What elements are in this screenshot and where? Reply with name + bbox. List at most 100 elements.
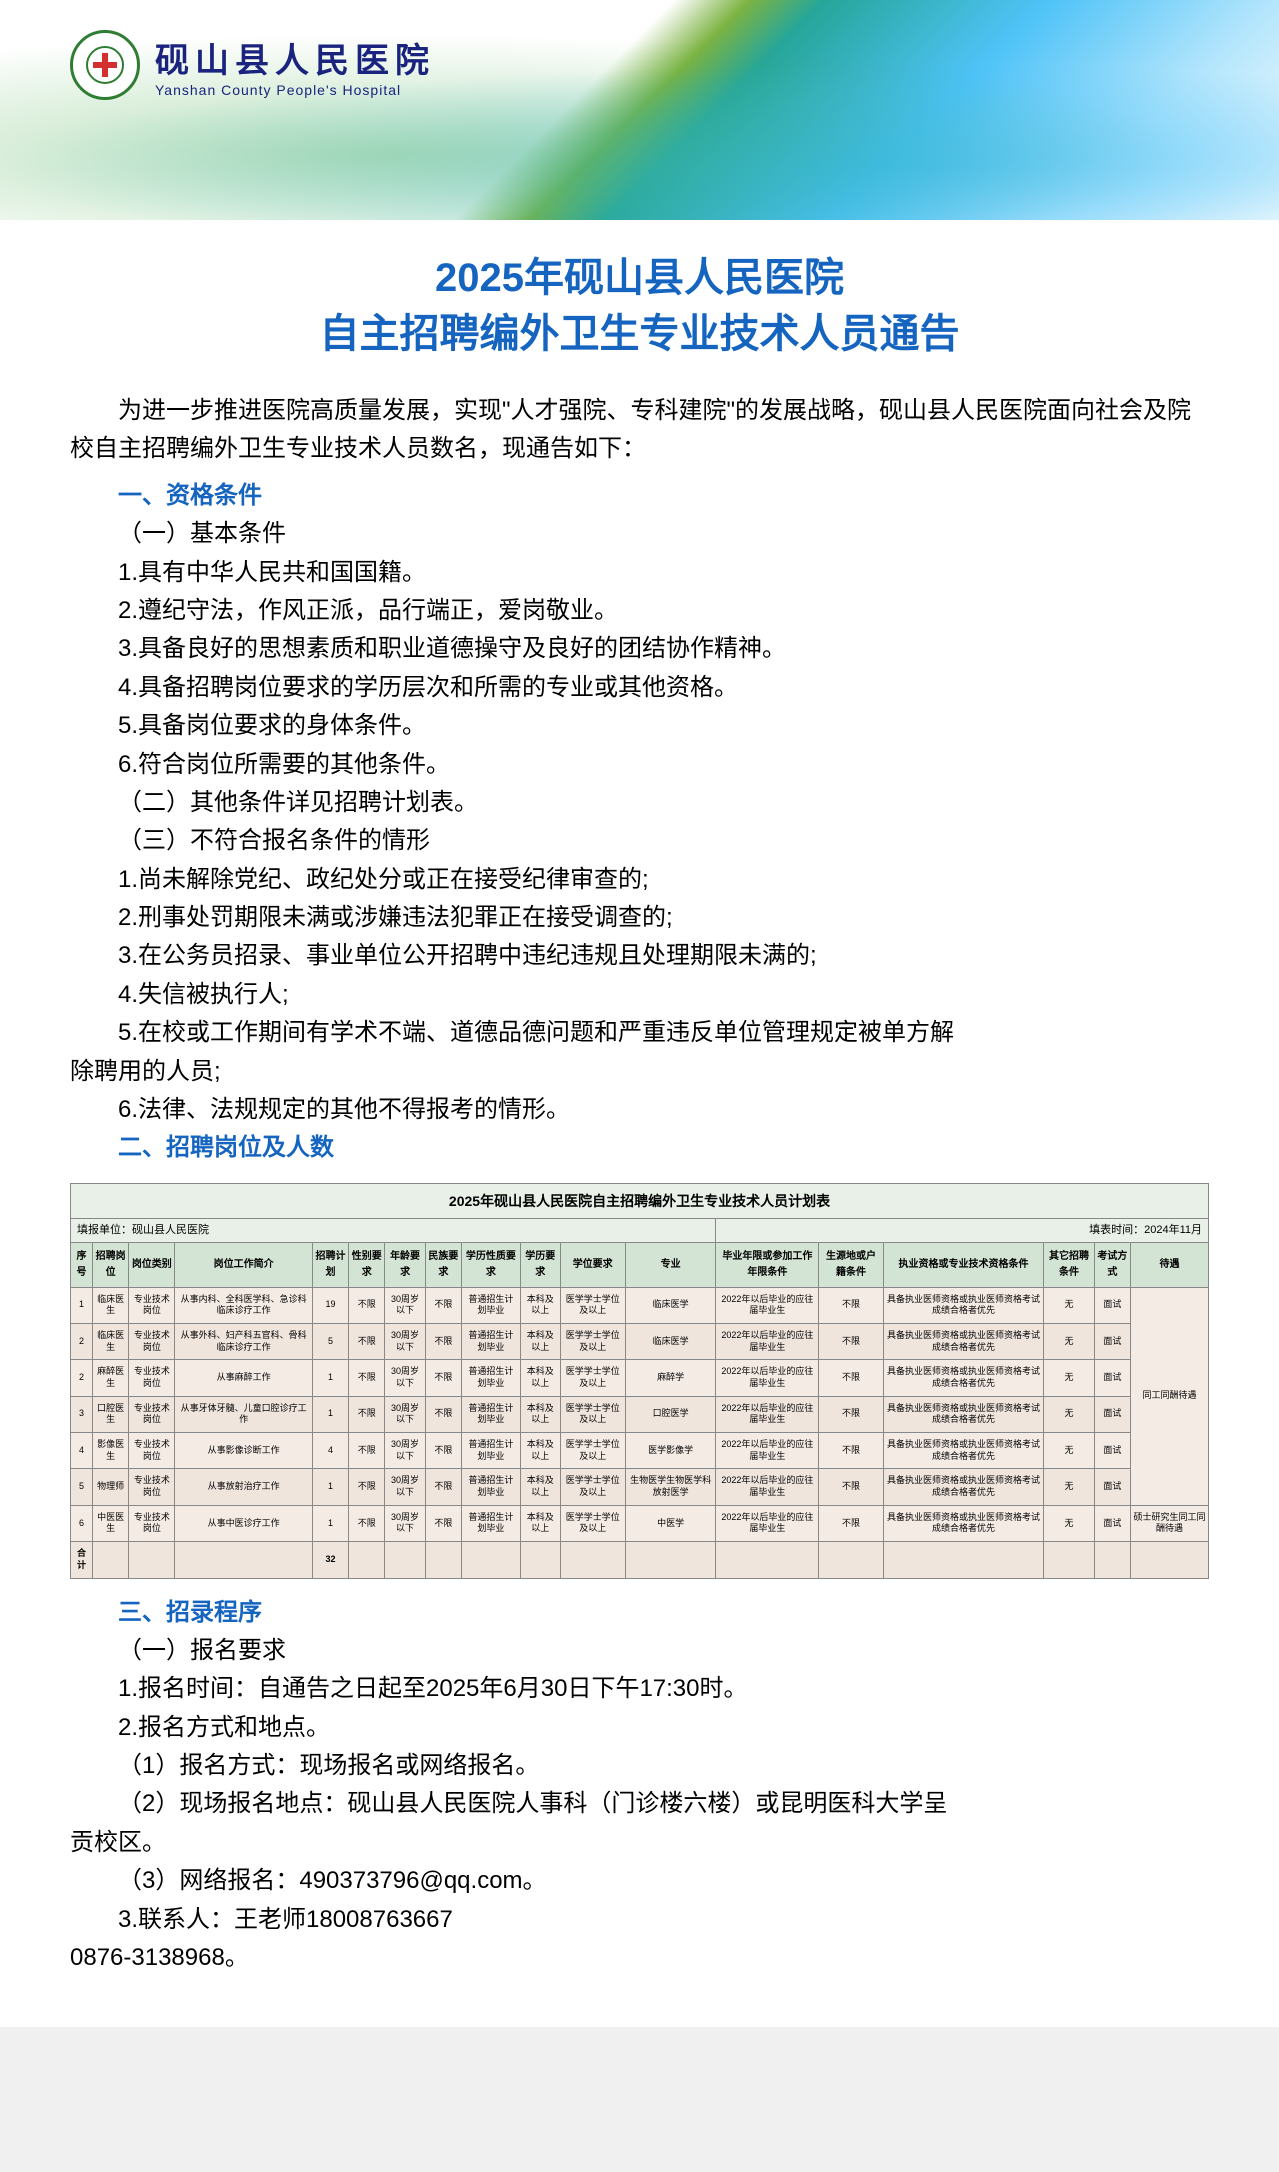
table-cell: 专业技术岗位	[129, 1287, 175, 1323]
s3-p2a: （2）现场报名地点：砚山县人民医院人事科（门诊楼六楼）或昆明医科大学呈	[70, 1785, 1209, 1823]
s3-phone: 0876-3138968。	[70, 1939, 1209, 1977]
table-cell: 不限	[349, 1360, 385, 1396]
table-cell: 本科及以上	[520, 1323, 560, 1359]
table-cell: 专业技术岗位	[129, 1360, 175, 1396]
table-cell: 不限	[425, 1433, 461, 1469]
table-row: 3口腔医生专业技术岗位从事牙体牙髓、儿童口腔诊疗工作1不限30周岁以下不限普通招…	[71, 1396, 1209, 1432]
section-3-head: 三、招录程序	[70, 1594, 1209, 1632]
table-cell: 1	[312, 1505, 348, 1541]
table-cell: 中医学	[625, 1505, 716, 1541]
table-cell: 专业技术岗位	[129, 1505, 175, 1541]
treat-cell: 同工同酬待遇	[1130, 1287, 1208, 1505]
table-cell: 3	[71, 1396, 93, 1432]
table-cell: 面试	[1094, 1433, 1130, 1469]
s3-p1: （1）报名方式：现场报名或网络报名。	[70, 1747, 1209, 1785]
table-cell: 面试	[1094, 1396, 1130, 1432]
intro-paragraph: 为进一步推进医院高质量发展，实现"人才强院、专科建院"的发展战略，砚山县人民医院…	[70, 392, 1209, 469]
table-cell: 口腔医学	[625, 1396, 716, 1432]
table-cell: 无	[1044, 1323, 1094, 1359]
table-cell: 影像医生	[93, 1433, 129, 1469]
table-cell: 本科及以上	[520, 1433, 560, 1469]
table-cell: 无	[1044, 1287, 1094, 1323]
s1-sub3: （三）不符合报名条件的情形	[70, 822, 1209, 860]
table-cell: 2022年以后毕业的应往届毕业生	[716, 1469, 819, 1505]
table-cell: 口腔医生	[93, 1396, 129, 1432]
s1-d3: 3.在公务员招录、事业单位公开招聘中违纪违规且处理期限未满的;	[70, 937, 1209, 975]
table-header-cell: 招聘岗位	[93, 1242, 129, 1287]
s1-i5: 5.具备岗位要求的身体条件。	[70, 707, 1209, 745]
table-cell: 无	[1044, 1396, 1094, 1432]
s1-d5b: 除聘用的人员;	[70, 1053, 1209, 1091]
table-header-cell: 其它招聘条件	[1044, 1242, 1094, 1287]
s1-d4: 4.失信被执行人;	[70, 976, 1209, 1014]
table-cell: 专业技术岗位	[129, 1323, 175, 1359]
table-header-cell: 待遇	[1130, 1242, 1208, 1287]
table-header-cell: 学历性质要求	[462, 1242, 521, 1287]
s1-i6: 6.符合岗位所需要的其他条件。	[70, 746, 1209, 784]
table-cell: 5	[312, 1323, 348, 1359]
table-header-cell: 专业	[625, 1242, 716, 1287]
table-cell: 医学学士学位及以上	[560, 1505, 625, 1541]
s3-i1: 1.报名时间：自通告之日起至2025年6月30日下午17:30时。	[70, 1670, 1209, 1708]
s1-d1: 1.尚未解除党纪、政纪处分或正在接受纪律审查的;	[70, 861, 1209, 899]
s1-d5a: 5.在校或工作期间有学术不端、道德品德问题和严重违反单位管理规定被单方解	[70, 1014, 1209, 1052]
table-cell: 普通招生计划毕业	[462, 1323, 521, 1359]
table-header-cell: 年龄要求	[385, 1242, 425, 1287]
s1-i1: 1.具有中华人民共和国国籍。	[70, 554, 1209, 592]
table-sum-row: 合计 32	[71, 1542, 1209, 1578]
table-cell: 19	[312, 1287, 348, 1323]
s3-p3: （3）网络报名：490373796@qq.com。	[70, 1862, 1209, 1900]
table-cell: 30周岁以下	[385, 1469, 425, 1505]
table-cell: 30周岁以下	[385, 1323, 425, 1359]
table-cell: 无	[1044, 1505, 1094, 1541]
table-cell: 6	[71, 1505, 93, 1541]
table-header-cell: 毕业年限或参加工作年限条件	[716, 1242, 819, 1287]
s1-sub2: （二）其他条件详见招聘计划表。	[70, 784, 1209, 822]
hospital-name-cn: 砚山县人民医院	[155, 33, 435, 82]
table-cell: 不限	[819, 1396, 883, 1432]
hospital-logo	[70, 30, 140, 100]
table-cell: 普通招生计划毕业	[462, 1360, 521, 1396]
table-cell: 不限	[819, 1433, 883, 1469]
table-cell: 临床医生	[93, 1287, 129, 1323]
title-line-2: 自主招聘编外卫生专业技术人员通告	[70, 306, 1209, 362]
section-1-head: 一、资格条件	[70, 477, 1209, 515]
table-cell: 不限	[819, 1505, 883, 1541]
s1-d2: 2.刑事处罚期限未满或涉嫌违法犯罪正在接受调查的;	[70, 899, 1209, 937]
table-cell: 专业技术岗位	[129, 1469, 175, 1505]
s1-i3: 3.具备良好的思想素质和职业道德操守及良好的团结协作精神。	[70, 630, 1209, 668]
table-cell: 医学影像学	[625, 1433, 716, 1469]
table-header-cell: 考试方式	[1094, 1242, 1130, 1287]
table-cell: 不限	[425, 1396, 461, 1432]
table-row: 6中医医生专业技术岗位从事中医诊疗工作1不限30周岁以下不限普通招生计划毕业本科…	[71, 1505, 1209, 1541]
table-cell: 不限	[819, 1469, 883, 1505]
table-cell: 1	[71, 1287, 93, 1323]
table-meta-row: 填报单位：砚山县人民医院 填表时间：2024年11月	[71, 1219, 1209, 1242]
sum-total: 32	[312, 1542, 348, 1578]
table-cell: 无	[1044, 1469, 1094, 1505]
meta-left: 填报单位：砚山县人民医院	[71, 1219, 716, 1242]
table-cell: 具备执业医师资格或执业医师资格考试成绩合格者优先	[883, 1360, 1044, 1396]
table-cell: 临床医学	[625, 1287, 716, 1323]
table-cell: 本科及以上	[520, 1396, 560, 1432]
table-cell: 1	[312, 1360, 348, 1396]
table-cell: 2022年以后毕业的应往届毕业生	[716, 1323, 819, 1359]
table-cell: 30周岁以下	[385, 1287, 425, 1323]
table-cell: 具备执业医师资格或执业医师资格考试成绩合格者优先	[883, 1396, 1044, 1432]
table-cell: 不限	[425, 1323, 461, 1359]
table-cell: 麻醉学	[625, 1360, 716, 1396]
table-header-cell: 民族要求	[425, 1242, 461, 1287]
sum-label: 合计	[71, 1542, 93, 1578]
plan-table: 2025年砚山县人民医院自主招聘编外卫生专业技术人员计划表 填报单位：砚山县人民…	[70, 1183, 1209, 1579]
s3-i3: 3.联系人：王老师18008763667	[70, 1901, 1209, 1939]
table-cell: 1	[312, 1396, 348, 1432]
table-cell: 医学学士学位及以上	[560, 1323, 625, 1359]
table-cell: 医学学士学位及以上	[560, 1433, 625, 1469]
table-row: 4影像医生专业技术岗位从事影像诊断工作4不限30周岁以下不限普通招生计划毕业本科…	[71, 1433, 1209, 1469]
table-cell: 普通招生计划毕业	[462, 1287, 521, 1323]
s1-d6: 6.法律、法规规定的其他不得报考的情形。	[70, 1091, 1209, 1129]
header-banner: 砚山县人民医院 Yanshan County People's Hospital	[0, 0, 1279, 220]
section-2-head: 二、招聘岗位及人数	[70, 1129, 1209, 1167]
table-cell: 面试	[1094, 1505, 1130, 1541]
treat-cell-last: 硕士研究生同工同酬待遇	[1130, 1505, 1208, 1541]
